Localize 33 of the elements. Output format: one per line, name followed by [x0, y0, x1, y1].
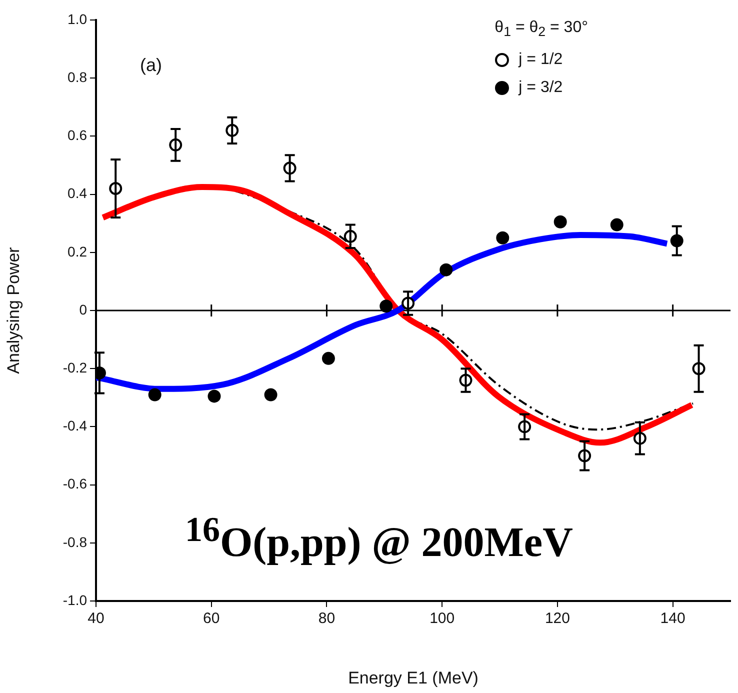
y-tick-label: -0.4: [62, 418, 88, 434]
legend-label: j = 1/2: [518, 50, 563, 70]
legend-label: j = 3/2: [518, 78, 563, 98]
point: [440, 263, 453, 276]
point: [554, 215, 567, 228]
x-tick-label: 40: [88, 610, 104, 628]
y-tick-label: 0.2: [68, 243, 88, 260]
point: [322, 352, 335, 365]
legend-title: θ$_{1}$ = θ$_{2}$ = 30°: [494, 18, 588, 42]
x-tick-label: 100: [430, 610, 455, 628]
annotation: (a): [140, 55, 162, 76]
point: [264, 388, 278, 402]
y-tick-label: -1.0: [62, 592, 88, 608]
point: [148, 388, 162, 402]
x-tick-label: 60: [203, 610, 220, 628]
y-tick-label: 0.4: [68, 185, 88, 202]
y-axis-title: Analysing Power: [4, 246, 23, 374]
point: [610, 218, 624, 232]
y-tick-label: -0.6: [62, 476, 88, 492]
x-tick-label: 80: [318, 610, 336, 628]
x-tick-label: 120: [544, 610, 570, 628]
y-tick-label: 1.0: [68, 10, 88, 27]
y-tick-label: -0.2: [62, 359, 88, 376]
y-tick-label: 0.6: [68, 127, 88, 144]
point: [208, 390, 221, 403]
y-tick-label: -0.8: [62, 534, 88, 550]
x-tick-label: 140: [660, 610, 686, 628]
point: [496, 231, 510, 244]
y-tick-label: 0.8: [68, 68, 88, 85]
x-axis-title: Energy E1 (MeV): [348, 668, 478, 688]
annotation: $^{16}$O(p,pp) @ 200MeV: [185, 510, 573, 567]
y-tick-label: 0: [79, 301, 88, 318]
point: [380, 300, 393, 313]
